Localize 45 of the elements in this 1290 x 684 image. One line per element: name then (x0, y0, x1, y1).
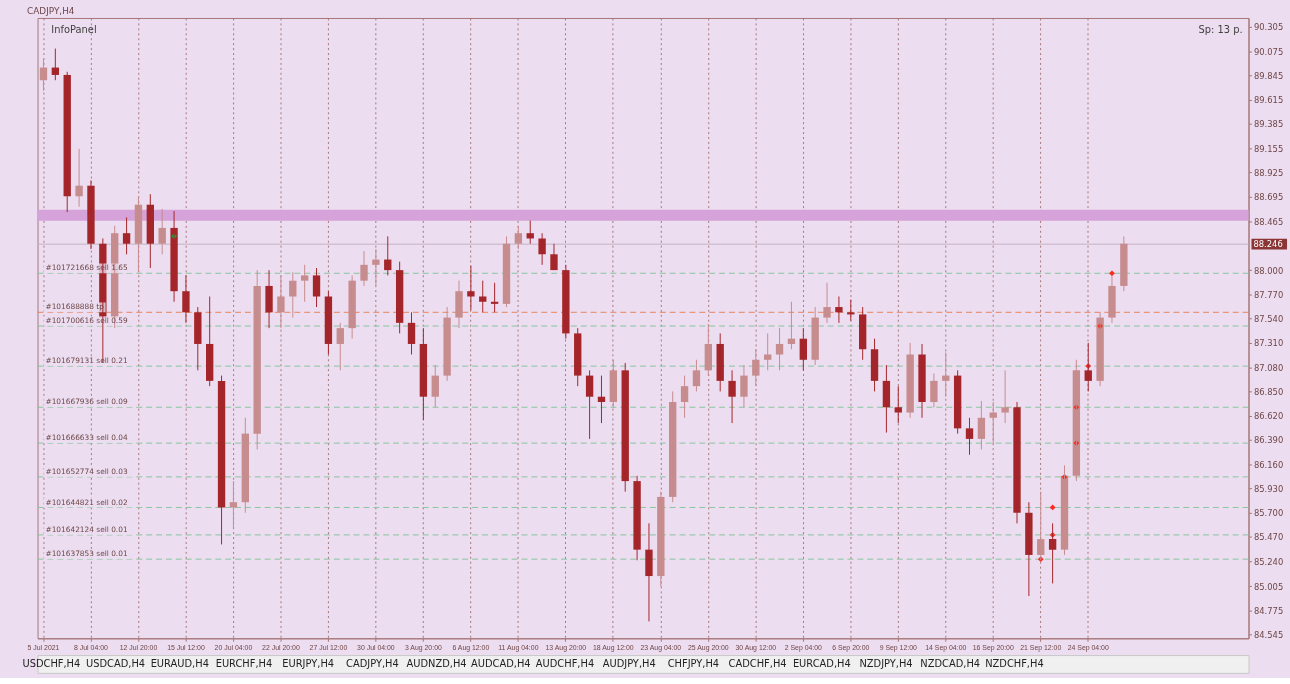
text: EURCAD,H4 (792, 657, 851, 669)
y-tick-label: 89.155 (1253, 143, 1284, 154)
text: NZDJPY,H4 (859, 657, 913, 669)
y-tick-label: 85.930 (1253, 483, 1284, 494)
chart-title: CADJPY,H4 (27, 6, 75, 17)
y-tick-label: 88.925 (1253, 167, 1284, 178)
text: AUDCHF,H4 (535, 657, 595, 669)
text: NZDCAD,H4 (920, 657, 981, 669)
y-tick-label: 86.620 (1253, 411, 1284, 422)
y-tick-label: 90.075 (1253, 46, 1284, 57)
y-tick-label: 86.850 (1253, 386, 1284, 397)
y-tick-label: 86.160 (1253, 459, 1284, 470)
text: AUDJPY,H4 (602, 657, 656, 669)
text: CADCHF,H4 (728, 657, 787, 669)
y-tick-label: 84.775 (1253, 605, 1284, 616)
y-tick-label: 89.845 (1253, 70, 1284, 81)
annotation: InfoPanel (51, 23, 97, 35)
text: EURJPY,H4 (282, 657, 335, 669)
text: CHFJPY,H4 (667, 657, 720, 669)
y-tick-label: 84.545 (1253, 630, 1284, 641)
y-tick-label: 90.305 (1253, 22, 1284, 33)
text: AUDNZD,H4 (406, 657, 467, 669)
y-tick-label: 85.700 (1253, 508, 1284, 519)
y-tick-label: 87.770 (1253, 289, 1284, 300)
text: NZDCHF,H4 (985, 657, 1044, 669)
text: EURCHF,H4 (215, 657, 273, 669)
text: USDCHF,H4 (22, 657, 81, 669)
y-tick-label: 89.385 (1253, 119, 1284, 130)
y-tick-label: 87.080 (1253, 362, 1284, 373)
y-tick-label: 88.000 (1253, 265, 1284, 276)
y-tick-label: 85.240 (1253, 556, 1284, 567)
text: CADJPY,H4 (346, 657, 399, 669)
text: AUDCAD,H4 (470, 657, 531, 669)
y-tick-label: 85.470 (1253, 532, 1284, 543)
text: EURAUD,H4 (150, 657, 209, 669)
annotation: Sp: 13 p. (1198, 23, 1243, 35)
y-tick-label: 87.310 (1253, 338, 1284, 349)
text: USDCAD,H4 (86, 657, 146, 669)
y-tick-label: 88.465 (1253, 216, 1284, 227)
ref-line-label: 88.246 (1253, 239, 1283, 250)
y-tick-label: 88.695 (1253, 192, 1284, 203)
y-tick-label: 89.615 (1253, 95, 1284, 106)
y-tick-label: 86.390 (1253, 435, 1284, 446)
y-tick-label: 87.540 (1253, 314, 1284, 325)
y-tick-label: 85.005 (1253, 581, 1284, 592)
